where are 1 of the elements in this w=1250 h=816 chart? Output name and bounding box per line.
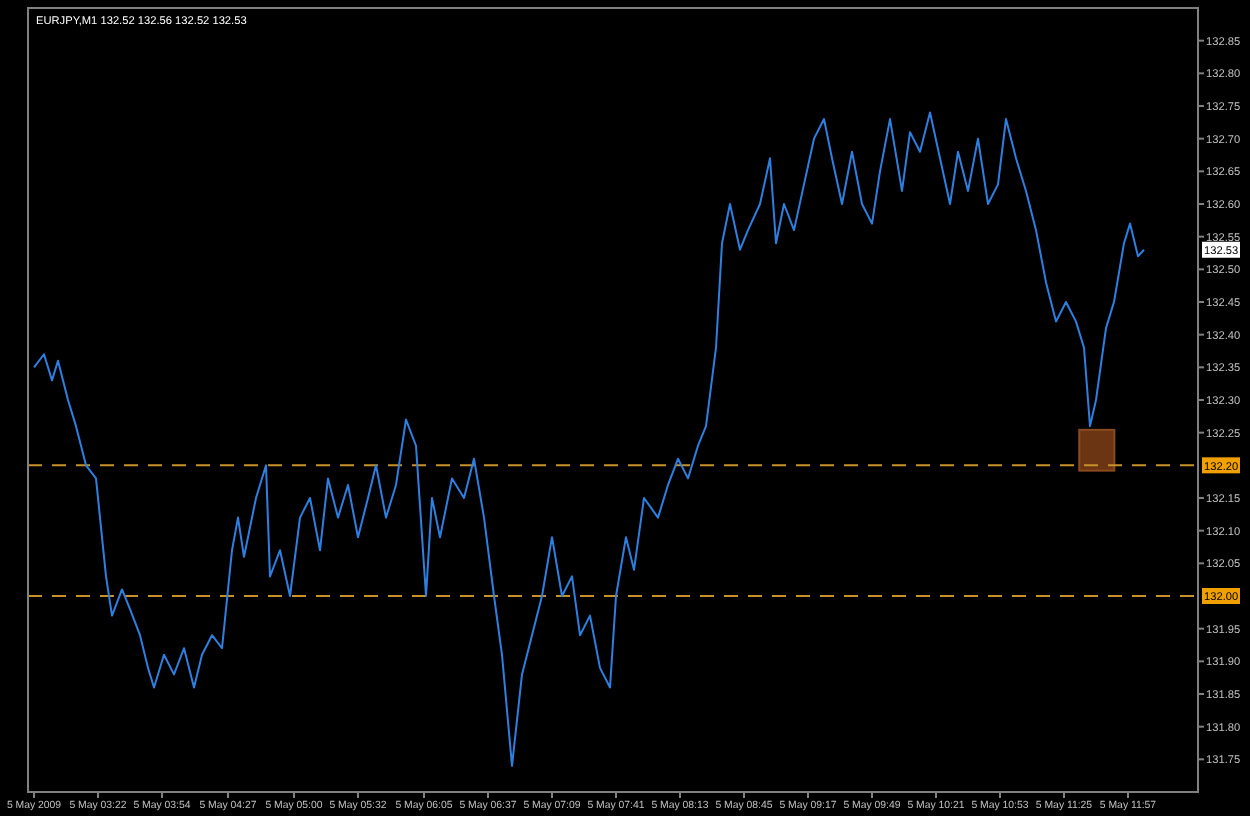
line-series bbox=[33, 111, 1145, 767]
